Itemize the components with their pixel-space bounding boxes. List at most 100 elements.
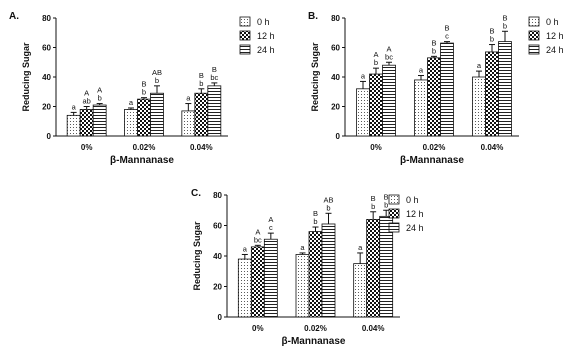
significance-letter-lower: b	[371, 202, 375, 211]
legend-swatch	[388, 194, 400, 205]
bar	[472, 76, 486, 137]
y-tick-label: 40	[331, 73, 340, 82]
bar	[440, 42, 454, 137]
significance-letter-lower: b	[313, 217, 317, 226]
bar	[66, 114, 81, 137]
significance-letter-upper: B	[384, 192, 389, 201]
bar	[237, 258, 252, 318]
significance-letter-lower: b	[199, 79, 203, 88]
bar	[194, 92, 209, 137]
significance-letter-lower: a	[477, 61, 482, 70]
x-tick-label: 0%	[81, 143, 93, 152]
bar	[382, 64, 396, 137]
y-tick-label: 60	[42, 44, 51, 53]
legend-swatch	[528, 16, 540, 27]
y-axis-label: Reducing Sugar	[21, 42, 31, 112]
x-tick-label: 0.02%	[133, 143, 156, 152]
bar	[366, 218, 381, 318]
significance-letter-upper: B	[371, 194, 376, 203]
significance-letter-upper: AB	[152, 68, 162, 77]
significance-letter-upper: B	[431, 38, 436, 47]
legend-swatch	[239, 44, 251, 55]
significance-letter-upper: B	[199, 71, 204, 80]
legend: 0 h 12 h 24 h	[388, 194, 424, 233]
bar	[308, 231, 323, 318]
x-tick-label: 0.02%	[304, 324, 327, 333]
significance-letter-lower: b	[374, 58, 378, 67]
significance-letter-lower: b	[503, 21, 507, 30]
bar	[498, 41, 512, 137]
significance-letter-lower: c	[269, 223, 273, 232]
legend-label: 24 h	[546, 45, 564, 55]
significance-letter-lower: bc	[385, 52, 393, 61]
x-axis-label: β-Mannanase	[400, 155, 464, 166]
bar	[321, 223, 336, 318]
significance-letter-lower: a	[186, 94, 191, 103]
bar	[414, 79, 428, 137]
significance-letter-upper: AB	[323, 195, 333, 204]
significance-letter-upper: B	[489, 27, 494, 36]
significance-letter-lower: a	[361, 71, 366, 80]
significance-letter-lower: a	[72, 102, 77, 111]
panel-label: A.	[9, 11, 19, 22]
y-tick-label: 20	[331, 103, 340, 112]
legend-label: 0 h	[257, 17, 270, 27]
legend-label: 12 h	[546, 31, 564, 41]
x-tick-label: 0%	[252, 324, 264, 333]
x-tick-label: 0.04%	[362, 324, 385, 333]
y-axis-label: Reducing Sugar	[310, 42, 320, 112]
y-axis-label: Reducing Sugar	[192, 221, 202, 291]
bar	[137, 98, 151, 137]
legend-label: 12 h	[406, 209, 424, 219]
significance-letter-lower: b	[384, 200, 388, 209]
legend-swatch	[528, 44, 540, 55]
y-tick-label: 60	[331, 44, 340, 53]
legend: 0 h 12 h 24 h	[239, 16, 275, 55]
x-axis-label: β-Mannanase	[110, 155, 174, 166]
x-axis-label: β-Mannanase	[282, 336, 346, 347]
legend-swatch	[239, 30, 251, 41]
y-tick-label: 40	[42, 73, 51, 82]
significance-letter-lower: a	[300, 243, 305, 252]
y-tick-label: 0	[47, 132, 52, 141]
x-tick-label: 0.02%	[423, 143, 446, 152]
y-tick-label: 60	[213, 222, 222, 231]
bar	[356, 88, 370, 137]
significance-letter-upper: B	[502, 13, 507, 22]
bar	[124, 109, 138, 137]
significance-letter-upper: B	[444, 24, 449, 33]
significance-letter-upper: A	[97, 86, 102, 95]
y-tick-label: 0	[218, 313, 223, 322]
significance-letter-upper: A	[255, 227, 260, 236]
bar	[79, 109, 94, 137]
y-tick-label: 40	[213, 252, 222, 261]
significance-letter-lower: b	[432, 46, 436, 55]
significance-letter-lower: bc	[254, 235, 262, 244]
significance-letter-upper: A	[386, 44, 391, 53]
bar	[263, 238, 278, 318]
bar	[181, 110, 196, 137]
y-tick-label: 80	[213, 191, 222, 200]
significance-letter-upper: A	[373, 50, 378, 59]
bar	[427, 57, 441, 137]
legend-label: 0 h	[406, 195, 419, 205]
bar	[353, 263, 368, 318]
legend-swatch	[239, 16, 251, 27]
y-tick-label: 20	[213, 283, 222, 292]
bar	[295, 254, 310, 318]
significance-letter-lower: a	[419, 66, 424, 75]
legend-label: 24 h	[406, 223, 424, 233]
significance-letter-lower: a	[243, 244, 248, 253]
panel-label: C.	[191, 188, 201, 199]
legend-swatch	[388, 222, 400, 233]
x-tick-label: 0%	[370, 143, 382, 152]
bar	[207, 85, 222, 137]
bar	[150, 92, 164, 137]
significance-letter-lower: bc	[210, 73, 218, 82]
bar	[485, 51, 499, 137]
panel-label: B.	[308, 11, 318, 22]
